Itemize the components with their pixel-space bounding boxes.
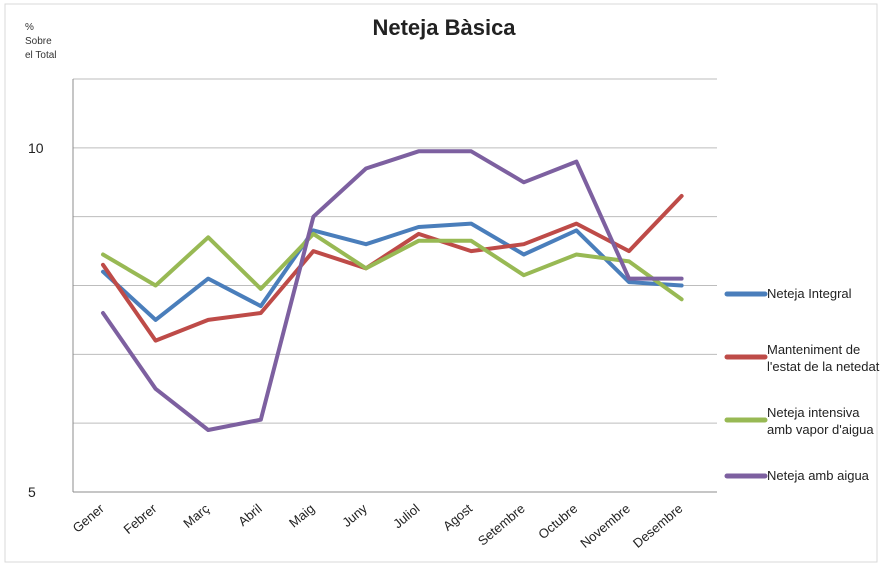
chart-border [4,3,878,563]
axes [72,79,717,493]
gridlines [73,78,717,424]
legend-item: Neteja intensiva amb vapor d'aigua [724,405,874,437]
legend-label: Manteniment de [767,342,860,357]
series-line [101,194,684,343]
legend-item: Neteja amb aigua [724,468,870,483]
y-tick-label: 5 [28,484,36,500]
y-tick-labels: 5 10 [28,140,44,500]
legend-label: Neteja intensiva [767,405,860,420]
series-lines [101,149,684,432]
chart-title: Neteja Bàsica [372,15,516,40]
legend: Neteja Integral Manteniment de l'estat de … [724,286,880,483]
legend-label: amb vapor d'aigua [767,422,874,437]
series-line [101,149,684,432]
y-tick-label: 10 [28,140,44,156]
y-axis-label-line: el Total [25,50,57,61]
y-axis-label-line: Sobre [25,36,52,47]
legend-item: Neteja Integral [724,286,852,301]
legend-label: Neteja Integral [767,286,852,301]
y-axis-label-line: % [25,22,34,33]
legend-label: l'estat de la netedat [767,359,880,374]
legend-label: Neteja amb aigua [767,468,870,483]
legend-item: Manteniment de l'estat de la netedat [724,342,880,374]
series-line [101,231,684,302]
y-axis-label: % Sobre el Total [25,22,57,61]
series-line [101,221,684,322]
